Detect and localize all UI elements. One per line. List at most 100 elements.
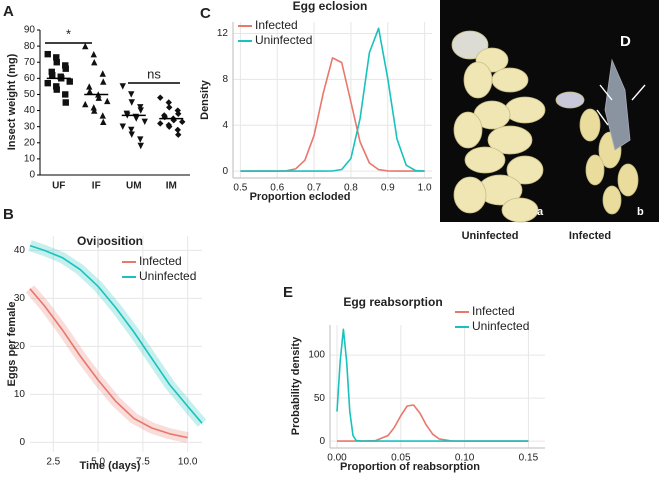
data-point [170, 117, 177, 124]
x-axis-title: Proportion ecloded [250, 191, 351, 203]
x-tick-label: 7.5 [136, 457, 150, 468]
legend-label: Infected [472, 304, 515, 318]
data-point [90, 104, 97, 111]
x-tick-label: 0.5 [233, 183, 247, 194]
x-tick-label: 0.00 [327, 453, 347, 464]
x-tick-label: IF [92, 181, 101, 192]
x-tick-label: UM [126, 181, 142, 192]
data-point [161, 113, 168, 121]
data-point [99, 112, 106, 119]
y-axis-title: Eggs per female [6, 302, 18, 387]
data-point [53, 54, 60, 61]
data-point [179, 118, 186, 126]
y-tick-label: 10 [14, 389, 26, 400]
photo-caption: Infected [569, 230, 611, 242]
x-tick-label: 0.6 [270, 183, 284, 194]
photo-label: b [637, 206, 644, 218]
y-tick-label: 70 [24, 57, 36, 68]
x-axis-title: Time (days) [80, 460, 141, 472]
photo-caption: Uninfected [462, 230, 519, 242]
y-tick-label: 50 [24, 89, 36, 100]
y-axis-title: Insect weight (mg) [6, 53, 18, 150]
y-tick-label: 30 [24, 121, 36, 132]
data-point [166, 123, 173, 130]
data-point [166, 104, 173, 111]
data-point [44, 50, 51, 58]
line [336, 328, 529, 442]
x-tick-label: 1.0 [418, 183, 432, 194]
data-point [66, 78, 73, 85]
x-axis-title: Proportion of reabsorption [340, 461, 480, 473]
panel-letter: D [620, 33, 631, 50]
line [337, 404, 529, 442]
panel: A Insect weight (mg) 0 10 20 30 40 50 60 70 80 90 UF… [3, 3, 190, 192]
panel: E Egg reabsorption Proportion of reabsorpt… [283, 284, 545, 473]
x-tick-label: 0.15 [519, 453, 539, 464]
data-point [90, 50, 97, 58]
data-point [104, 97, 111, 105]
y-tick-label: 20 [14, 341, 26, 352]
data-point [95, 94, 102, 101]
y-tick-label: 80 [24, 41, 36, 52]
line [240, 27, 425, 172]
x-tick-label: 0.8 [344, 183, 358, 194]
data-point [174, 107, 181, 114]
y-tick-label: 4 [222, 120, 228, 131]
chart-title: Oviposition [77, 234, 143, 248]
data-point [62, 99, 69, 106]
data-point [100, 78, 107, 85]
x-tick-label: IM [166, 181, 177, 192]
data-point [44, 79, 51, 87]
y-tick-label: 20 [24, 137, 36, 148]
x-tick-label: 0.9 [381, 183, 395, 194]
x-tick-label: 0.10 [455, 453, 475, 464]
data-point [175, 110, 182, 117]
uninfected-ovary [451, 30, 546, 223]
legend-label: Uninfected [139, 269, 196, 283]
data-point [137, 104, 144, 111]
panel-letter: E [283, 284, 293, 301]
infected-ovary [555, 58, 639, 215]
chart-title: Egg eclosion [293, 0, 368, 13]
panel-letter: C [200, 5, 211, 22]
y-tick-label: 0 [319, 436, 325, 447]
panel: C Egg eclosion Proportion ecloded Density 0 4… [199, 0, 432, 203]
annotation: ns [147, 66, 161, 81]
y-tick-label: 0 [19, 437, 25, 448]
data-point [91, 107, 98, 114]
x-tick-label: UF [52, 181, 65, 192]
panel: B Oviposition Time (days) Eggs per female 0 1… [3, 206, 207, 472]
data-point [53, 59, 60, 66]
data-point [128, 99, 135, 106]
data-point [49, 71, 56, 79]
legend-label: Uninfected [255, 33, 312, 47]
y-tick-label: 10 [24, 154, 36, 165]
y-axis-title: Density [199, 79, 211, 120]
line [29, 288, 188, 439]
y-tick-label: 30 [14, 293, 26, 304]
data-point [86, 88, 93, 95]
data-point [128, 91, 135, 98]
chart-title: Egg reabsorption [343, 295, 442, 309]
y-axis-title: Probability density [290, 336, 302, 435]
data-point [62, 65, 69, 72]
y-tick-label: 50 [314, 393, 326, 404]
data-point [53, 86, 60, 93]
panel-letter: A [3, 3, 14, 20]
y-tick-label: 40 [14, 245, 26, 256]
data-point [133, 115, 140, 122]
panel-letter: B [3, 206, 14, 223]
legend-label: Infected [255, 18, 298, 32]
x-tick-label: 0.7 [307, 183, 321, 194]
data-point [119, 83, 126, 90]
data-point [86, 83, 93, 90]
data-point [82, 42, 89, 50]
y-tick-label: 90 [24, 25, 36, 36]
data-point [175, 131, 182, 138]
x-tick-label: 2.5 [46, 457, 60, 468]
legend-label: Uninfected [472, 319, 529, 333]
data-point [137, 107, 144, 114]
annotation: * [66, 26, 71, 41]
data-point [91, 59, 98, 66]
